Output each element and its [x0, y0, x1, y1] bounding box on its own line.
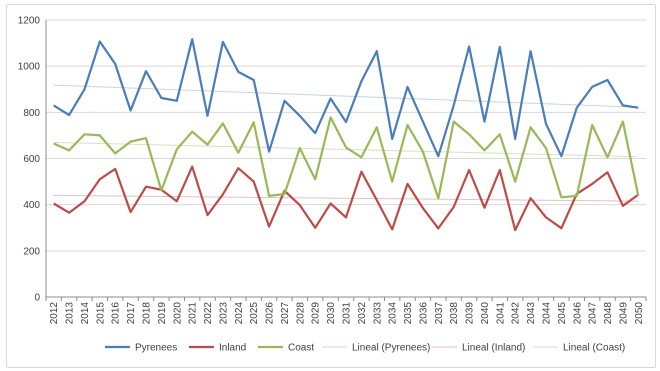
x-tick-label: 2044 [542, 302, 553, 325]
legend-label: Lineal (Coast) [563, 343, 625, 354]
x-tick-label: 2027 [280, 302, 291, 325]
x-tick-label: 2046 [572, 302, 583, 325]
x-tick-label: 2019 [157, 302, 168, 325]
x-tick-label: 2014 [80, 302, 91, 325]
x-tick-label: 2028 [295, 302, 306, 325]
x-tick-label: 2034 [388, 302, 399, 325]
legend-label: Pyrenees [135, 343, 177, 354]
x-tick-label: 2045 [557, 302, 568, 325]
legend-label: Lineal (Pyrenees) [352, 343, 430, 354]
x-tick-label: 2042 [511, 302, 522, 325]
x-tick-label: 2018 [142, 302, 153, 325]
x-tick-label: 2022 [203, 302, 214, 325]
x-tick-label: 2039 [465, 302, 476, 325]
x-tick-label: 2035 [403, 302, 414, 325]
x-tick-label: 2017 [126, 302, 137, 325]
legend-label: Coast [288, 343, 314, 354]
series-line-pyrenees [53, 38, 639, 158]
y-tick-label: 400 [23, 200, 40, 211]
y-tick-label: 600 [23, 154, 40, 165]
trendline [53, 141, 639, 158]
legend-label: Lineal (Inland) [462, 343, 525, 354]
x-tick-label: 2016 [111, 302, 122, 325]
series-line-coast [53, 116, 640, 200]
x-tick-label: 2026 [265, 302, 276, 325]
x-tick-label: 2040 [480, 302, 491, 325]
x-tick-label: 2047 [588, 302, 599, 325]
x-tick-label: 2013 [65, 302, 76, 325]
x-tick-label: 2038 [449, 302, 460, 325]
legend-label: Inland [219, 343, 246, 354]
x-tick-label: 2048 [603, 302, 614, 325]
x-tick-label: 2031 [342, 302, 353, 325]
x-tick-label: 2023 [218, 302, 229, 325]
x-tick-label: 2050 [634, 302, 645, 325]
x-tick-label: 2029 [311, 302, 322, 325]
x-tick-label: 2049 [618, 302, 629, 325]
x-tick-label: 2041 [495, 302, 506, 325]
x-tick-label: 2020 [172, 302, 183, 325]
x-tick-label: 2024 [234, 302, 245, 325]
x-tick-label: 2012 [49, 302, 60, 325]
x-tick-label: 2030 [326, 302, 337, 325]
trendline [53, 84, 639, 108]
x-tick-label: 2032 [357, 302, 368, 325]
x-tick-label: 2036 [418, 302, 429, 325]
trendline [53, 194, 639, 202]
x-tick-label: 2033 [372, 302, 383, 325]
y-tick-label: 1200 [18, 16, 41, 27]
y-tick-label: 0 [34, 293, 40, 304]
x-tick-label: 2037 [434, 302, 445, 325]
y-tick-label: 1000 [18, 62, 41, 73]
x-tick-label: 2021 [188, 302, 199, 325]
series-line-inland [53, 165, 639, 232]
y-tick-label: 200 [23, 246, 40, 257]
x-tick-label: 2025 [249, 302, 260, 325]
y-tick-label: 800 [23, 108, 40, 119]
x-tick-label: 2043 [526, 302, 537, 325]
x-tick-label: 2015 [95, 302, 106, 325]
